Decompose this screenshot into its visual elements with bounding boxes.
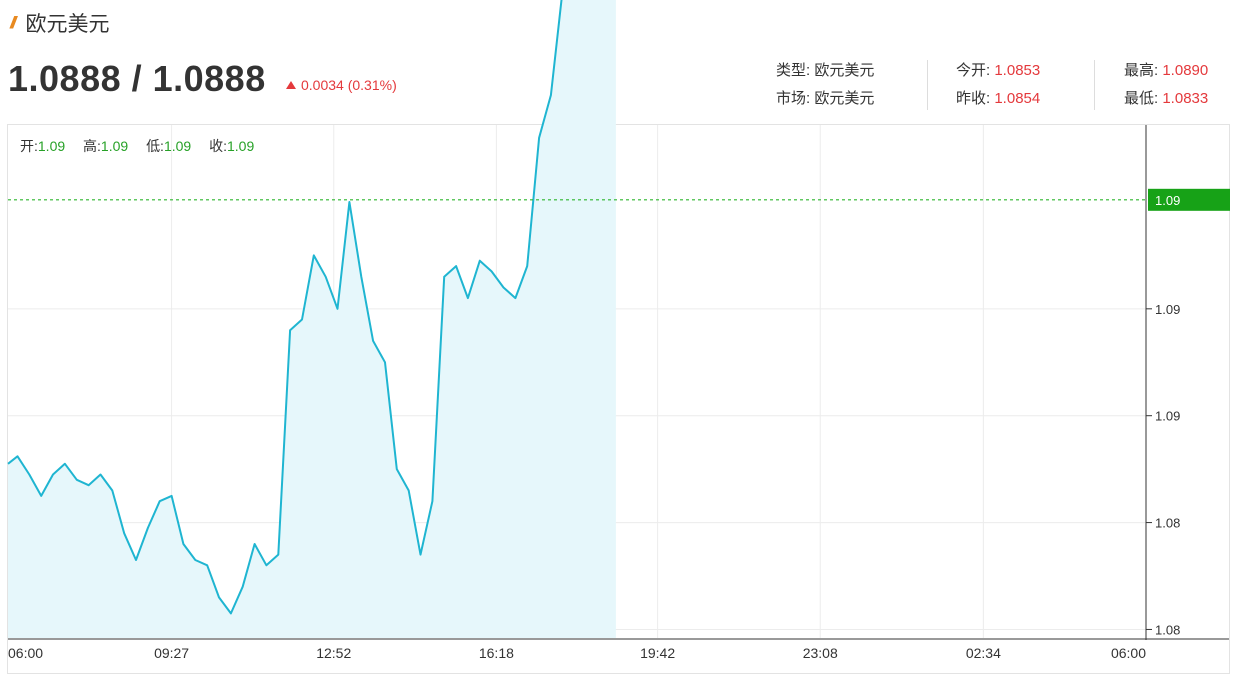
x-tick-label: 09:27 — [154, 645, 189, 661]
ohlc-close-label: 收: — [209, 138, 227, 154]
series-area — [8, 0, 616, 638]
ohlc-low-value: 1.09 — [163, 138, 192, 154]
ohlc-readout: 开:1.09 高:1.09 低:1.09 收:1.09 — [20, 136, 268, 156]
current-price: 1.0888 / 1.0888 — [8, 58, 266, 99]
market-label: 市场: — [776, 90, 811, 107]
ohlc-open-label: 开: — [20, 138, 38, 154]
y-tick-label: 1.09 — [1155, 302, 1180, 317]
x-tick-label: 06:00 — [1111, 645, 1146, 661]
current-price-tag-label: 1.09 — [1155, 193, 1180, 208]
y-tick-label: 1.09 — [1155, 409, 1180, 424]
open-label: 今开: — [956, 62, 991, 79]
ohlc-close-value: 1.09 — [226, 138, 255, 154]
x-tick-label: 12:52 — [316, 645, 351, 661]
series-line — [7, 0, 563, 615]
x-tick-label: 16:18 — [479, 645, 514, 661]
ohlc-high-value: 1.09 — [100, 138, 129, 154]
x-tick-label: 23:08 — [803, 645, 838, 661]
open-value: 1.0853 — [994, 62, 1041, 79]
page-title: 欧元美元 — [25, 13, 110, 36]
ohlc-high-label: 高: — [83, 138, 101, 154]
chart-frame[interactable] — [7, 124, 1230, 674]
price-change: 0.0034 (0.31%) — [286, 77, 397, 93]
type-value: 欧元美元 — [814, 62, 875, 79]
info-open-prevclose: 今开: 1.0853 昨收: 1.0854 — [956, 57, 1040, 113]
info-type-market: 类型: 欧元美元 市场: 欧元美元 — [776, 57, 874, 113]
x-tick-label: 19:42 — [640, 645, 675, 661]
market-value: 欧元美元 — [814, 90, 875, 107]
title-bar: // 欧元美元 — [10, 8, 109, 38]
y-tick-label: 1.08 — [1155, 622, 1180, 637]
ohlc-open-value: 1.09 — [37, 138, 66, 154]
low-value: 1.0833 — [1162, 90, 1209, 107]
info-divider — [927, 60, 928, 110]
prevclose-label: 昨收: — [956, 90, 991, 107]
price-change-value: 0.0034 (0.31%) — [301, 77, 397, 93]
current-price-tag — [1148, 188, 1230, 211]
high-value: 1.0890 — [1162, 62, 1209, 79]
x-tick-label: 06:00 — [8, 645, 43, 661]
y-tick-label: 1.08 — [1155, 516, 1180, 531]
x-tick-label: 02:34 — [966, 645, 1001, 661]
up-arrow-icon — [286, 81, 296, 89]
high-label: 最高: — [1124, 62, 1159, 79]
type-label: 类型: — [776, 62, 811, 79]
info-divider — [1094, 60, 1095, 110]
low-label: 最低: — [1124, 90, 1159, 107]
ohlc-low-label: 低: — [146, 138, 164, 154]
info-high-low: 最高: 1.0890 最低: 1.0833 — [1124, 57, 1208, 113]
prevclose-value: 1.0854 — [994, 90, 1041, 107]
